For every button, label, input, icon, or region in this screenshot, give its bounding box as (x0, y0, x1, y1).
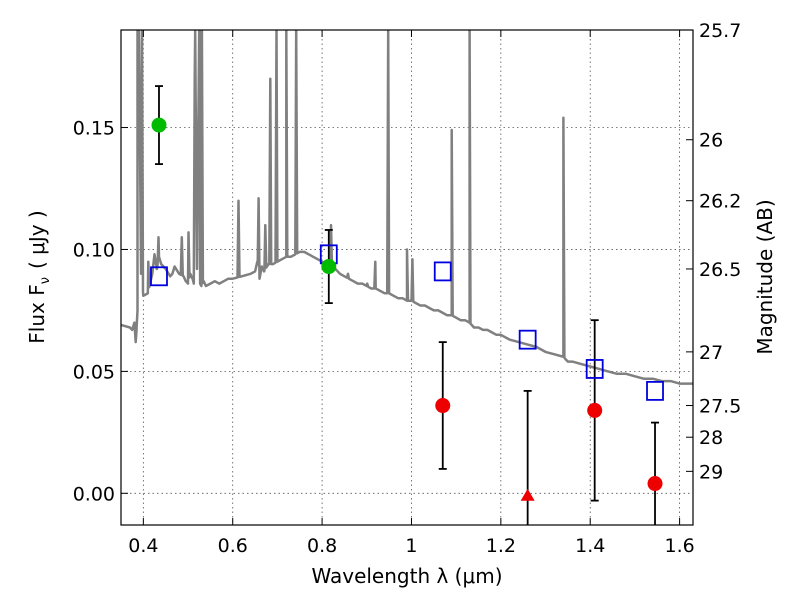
magnitude-tick-label: 28 (699, 427, 723, 449)
template-photometry-marker (150, 266, 168, 287)
y-tick-label: 0.00 (73, 483, 115, 505)
magnitude-tick-label: 25.7 (699, 20, 741, 42)
magnitude-tick-label: 26.2 (699, 191, 741, 213)
x-tick-label: 1 (405, 535, 417, 557)
x-tick-label: 1.6 (664, 535, 694, 557)
y-axis-title-main: Flux F (25, 284, 49, 343)
template-photometry-marker (433, 261, 452, 282)
x-axis-title: Wavelength λ (μm) (311, 564, 502, 588)
x-tick-label: 0.8 (307, 535, 337, 557)
y-axis-title: Flux Fν ( μJy ) (25, 210, 53, 343)
y-tick-label: 0.15 (73, 118, 115, 140)
magnitude-tick-label: 27 (699, 342, 723, 364)
y-axis-title-unit: ( μJy ) (25, 210, 49, 269)
x-tick-label: 0.4 (128, 535, 158, 557)
magnitude-tick-label: 29 (699, 461, 723, 483)
detection-marker (321, 259, 337, 275)
magnitude-tick-label: 26 (699, 130, 723, 152)
magnitude-tick-label: 27.5 (699, 396, 741, 418)
magnitude-tick-label: 26.5 (699, 259, 741, 281)
low-significance-marker (435, 398, 451, 414)
template-spectrum-line (121, 30, 693, 385)
x-tick-label: 1.4 (575, 535, 605, 557)
y-tick-label: 0.05 (73, 361, 115, 383)
x-tick-label: 0.6 (218, 535, 248, 557)
negative-flux-marker (520, 488, 535, 501)
template-photometry-marker (518, 329, 537, 350)
low-significance-marker (647, 476, 663, 492)
template-photometry-marker (585, 359, 604, 379)
template-photometry-marker (646, 380, 664, 401)
plot-area (121, 30, 693, 525)
tick-labels: 0.4 0.6 0.8 1 1.2 1.4 1.6 0.00 0.05 0.10 0.15 25.7 2… (73, 20, 742, 557)
secondary-y-axis-title: Magnitude (AB) (753, 199, 777, 354)
axes-frame (120, 29, 694, 526)
x-tick-label: 1.2 (486, 535, 516, 557)
detection-marker (151, 117, 167, 133)
plot-frame (120, 29, 694, 526)
y-axis-title-subscript: ν (38, 277, 53, 284)
low-significance-marker (587, 402, 603, 418)
y-tick-label: 0.10 (73, 239, 115, 261)
